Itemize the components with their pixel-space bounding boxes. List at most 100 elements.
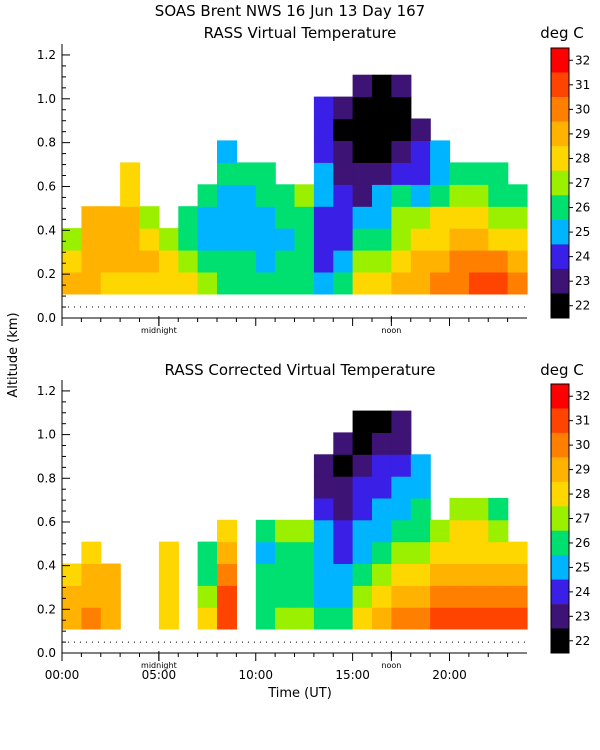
temperature-cell: [391, 74, 412, 98]
temperature-cell: [488, 184, 509, 207]
upper-axes: 0.0 0.2 0.4 0.6 0.8 1.0 1.2 midnight noon: [37, 44, 527, 335]
temperature-cell: [391, 96, 412, 120]
colorbar-swatch: [551, 219, 569, 245]
temperature-cell: [449, 541, 470, 564]
temperature-cell: [430, 541, 451, 564]
temperature-cell: [352, 563, 373, 586]
colorbar-swatch: [551, 555, 569, 580]
temperature-cell: [372, 563, 392, 586]
temperature-cell: [507, 563, 528, 586]
temperature-cell: [294, 250, 315, 273]
temperature-cell: [391, 250, 412, 273]
colorbar-tick-label: 31: [575, 78, 590, 92]
temperature-cell: [449, 250, 470, 273]
temperature-cell: [333, 162, 354, 185]
x-tick-label: 00:00: [45, 668, 80, 682]
colorbar-tick-label: 25: [575, 560, 590, 574]
colorbar-tick-label: 30: [575, 102, 590, 116]
temperature-cell: [410, 541, 431, 564]
temperature-cell: [333, 519, 354, 543]
temperature-cell: [178, 272, 199, 295]
temperature-cell: [372, 118, 392, 141]
temperature-cell: [352, 607, 373, 630]
colorbar-swatch: [551, 628, 569, 654]
temperature-cell: [294, 585, 315, 608]
colorbar-tick-label: 25: [575, 225, 590, 239]
temperature-cell: [391, 410, 412, 433]
temperature-cell: [488, 541, 509, 564]
colorbar-swatch: [551, 604, 569, 629]
temperature-cell: [333, 585, 354, 608]
temperature-cell: [352, 74, 373, 98]
y-tick-label: 0.2: [37, 602, 56, 616]
temperature-cell: [158, 563, 179, 586]
noon-marker-label: noon: [381, 661, 401, 670]
temperature-cell: [255, 607, 276, 630]
temperature-cell: [430, 162, 451, 185]
temperature-cell: [139, 228, 160, 251]
temperature-cell: [333, 228, 354, 251]
temperature-cell: [430, 607, 451, 630]
temperature-cell: [391, 476, 412, 499]
temperature-cell: [352, 96, 373, 120]
temperature-cell: [449, 519, 470, 543]
temperature-cell: [372, 272, 392, 295]
temperature-cell: [236, 162, 257, 185]
temperature-cell: [372, 476, 392, 499]
temperature-cell: [197, 272, 218, 295]
temperature-cell: [81, 272, 102, 295]
colorbar-swatch: [551, 506, 569, 532]
temperature-cell: [120, 228, 141, 251]
figure-title: SOAS Brent NWS 16 Jun 13 Day 167: [155, 2, 425, 20]
temperature-cell: [372, 607, 392, 630]
temperature-cell: [100, 563, 121, 586]
temperature-cell: [430, 140, 451, 163]
temperature-cell: [197, 585, 218, 608]
lower-panel-title: RASS Corrected Virtual Temperature: [165, 361, 436, 379]
colorbar-tick-label: 24: [575, 585, 590, 599]
temperature-cell: [197, 206, 218, 229]
temperature-cell: [217, 184, 237, 207]
colorbar-tick-label: 26: [575, 201, 590, 215]
colorbar-swatch: [551, 146, 569, 171]
temperature-cell: [120, 206, 141, 229]
temperature-cell: [139, 206, 160, 229]
lower-axes: 0.0 0.2 0.4 0.6 0.8 1.0 1.2 00:00 05:00 10:00 15:0…: [37, 380, 527, 682]
temperature-cell: [333, 497, 354, 521]
colorbar-tick-label: 26: [575, 536, 590, 550]
temperature-cell: [313, 497, 334, 521]
colorbar-swatch: [551, 384, 569, 409]
temperature-cell: [313, 228, 334, 251]
temperature-cell: [449, 607, 470, 630]
temperature-cell: [391, 541, 412, 564]
temperature-cell: [507, 541, 528, 564]
y-tick-label: 1.2: [37, 384, 56, 398]
temperature-cell: [275, 184, 296, 207]
colorbar-swatch: [551, 481, 569, 507]
temperature-cell: [294, 519, 315, 543]
temperature-cell: [488, 162, 509, 185]
temperature-cell: [352, 585, 373, 608]
temperature-cell: [410, 162, 431, 185]
colorbar-tick-label: 23: [575, 609, 590, 623]
lower-unit-label: deg C: [540, 361, 584, 379]
temperature-cell: [313, 206, 334, 229]
temperature-cell: [255, 228, 276, 251]
temperature-cell: [217, 162, 237, 185]
temperature-cell: [178, 250, 199, 273]
temperature-cell: [333, 272, 354, 295]
upper-colorbar: 32 31 30 29 28 27 26 25 24 23 22: [550, 47, 590, 319]
temperature-cell: [294, 206, 315, 229]
y-tick-label: 1.2: [37, 48, 56, 62]
temperature-cell: [81, 228, 102, 251]
temperature-cell: [333, 118, 354, 141]
temperature-cell: [372, 140, 392, 163]
temperature-cell: [255, 206, 276, 229]
colorbar-swatch: [551, 195, 569, 221]
temperature-cell: [275, 250, 296, 273]
temperature-cell: [275, 541, 296, 564]
temperature-cell: [352, 206, 373, 229]
upper-panel: RASS Virtual Temperature deg C 0.0 0.2 0.4…: [37, 24, 590, 335]
temperature-cell: [352, 410, 373, 433]
